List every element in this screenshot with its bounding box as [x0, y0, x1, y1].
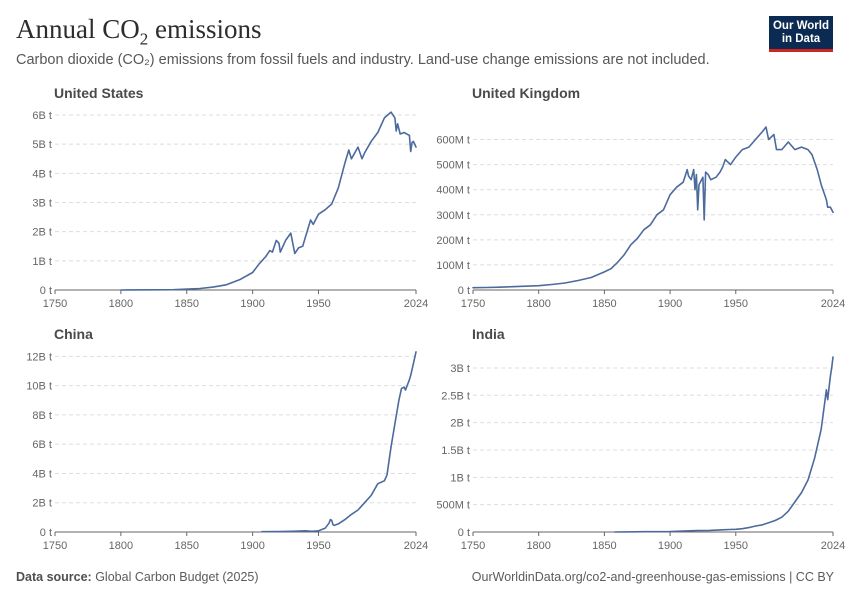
y-tick-label-china: 12B t	[26, 351, 52, 363]
panel-title-united-states: United States	[54, 85, 144, 101]
x-tick-label-india: 1750	[461, 540, 485, 552]
chart-title: Annual CO2 emissions	[16, 14, 262, 49]
panel-title-united-kingdom: United Kingdom	[472, 85, 580, 101]
y-tick-label-united-states: 3B t	[32, 198, 52, 210]
y-tick-label-united-kingdom: 100M t	[436, 260, 470, 272]
y-tick-label-united-kingdom: 600M t	[436, 135, 470, 147]
x-tick-label-united-states: 1750	[43, 298, 67, 310]
series-line-united-states	[120, 111, 417, 291]
chart-subtitle: Carbon dioxide (CO₂) emissions from foss…	[16, 52, 710, 68]
logo-line-1: Our World	[772, 20, 829, 32]
x-tick-label-china: 1950	[306, 540, 330, 552]
x-tick-label-united-states: 2024	[404, 298, 428, 310]
x-tick-label-united-states: 1900	[240, 298, 264, 310]
logo-line-2: in Data	[781, 33, 821, 45]
y-tick-label-china: 0 t	[40, 527, 52, 539]
x-tick-label-india: 1950	[724, 540, 748, 552]
y-tick-label-india: 1B t	[450, 472, 470, 484]
y-tick-label-united-kingdom: 300M t	[436, 210, 470, 222]
y-tick-label-india: 0 t	[458, 527, 470, 539]
x-tick-label-united-kingdom: 1850	[592, 298, 616, 310]
x-tick-label-united-kingdom: 1750	[461, 298, 485, 310]
x-tick-label-united-kingdom: 1950	[724, 298, 748, 310]
x-tick-label-united-kingdom: 1800	[526, 298, 550, 310]
y-tick-label-china: 2B t	[32, 498, 52, 510]
x-tick-label-india: 1800	[526, 540, 550, 552]
series-line-china	[261, 351, 417, 533]
x-tick-label-united-kingdom: 1900	[658, 298, 682, 310]
x-tick-label-india: 1900	[658, 540, 682, 552]
y-tick-label-india: 2.5B t	[441, 390, 470, 402]
y-tick-label-united-states: 5B t	[32, 139, 52, 151]
y-tick-label-united-kingdom: 500M t	[436, 160, 470, 172]
y-tick-label-united-states: 4B t	[32, 168, 52, 180]
series-line-united-kingdom	[472, 126, 834, 289]
y-tick-label-china: 4B t	[32, 468, 52, 480]
y-tick-label-china: 6B t	[32, 439, 52, 451]
x-tick-label-united-states: 1950	[306, 298, 330, 310]
data-source-value: Global Carbon Budget (2025)	[91, 570, 259, 584]
x-tick-label-united-states: 1850	[175, 298, 199, 310]
owid-logo[interactable]: Our World in Data	[769, 16, 833, 52]
y-tick-label-united-kingdom: 0 t	[458, 285, 470, 297]
y-tick-label-united-states: 2B t	[32, 227, 52, 239]
y-tick-label-united-states: 0 t	[40, 285, 52, 297]
x-tick-label-china: 1800	[109, 540, 133, 552]
panel-title-china: China	[54, 326, 93, 342]
source-url-link[interactable]: OurWorldinData.org/co2-and-greenhouse-ga…	[471, 570, 834, 584]
y-tick-label-india: 1.5B t	[441, 445, 470, 457]
x-tick-label-china: 2024	[404, 540, 428, 552]
y-tick-label-united-kingdom: 200M t	[436, 235, 470, 247]
x-tick-label-china: 1750	[43, 540, 67, 552]
y-tick-label-india: 2B t	[450, 418, 470, 430]
x-tick-label-china: 1900	[240, 540, 264, 552]
y-tick-label-india: 500M t	[436, 500, 470, 512]
x-tick-label-india: 2024	[821, 540, 845, 552]
y-tick-label-united-states: 1B t	[32, 256, 52, 268]
y-tick-label-china: 8B t	[32, 410, 52, 422]
x-tick-label-united-kingdom: 2024	[821, 298, 845, 310]
y-tick-label-united-kingdom: 400M t	[436, 185, 470, 197]
data-source-label: Data source:	[16, 570, 92, 584]
y-tick-label-india: 3B t	[450, 363, 470, 375]
x-tick-label-india: 1850	[592, 540, 616, 552]
data-source: Data source: Global Carbon Budget (2025)	[16, 570, 259, 584]
series-line-india	[614, 356, 834, 533]
y-tick-label-united-states: 6B t	[32, 110, 52, 122]
x-tick-label-china: 1850	[175, 540, 199, 552]
panel-title-india: India	[472, 326, 505, 342]
y-tick-label-china: 10B t	[26, 381, 52, 393]
x-tick-label-united-states: 1800	[109, 298, 133, 310]
